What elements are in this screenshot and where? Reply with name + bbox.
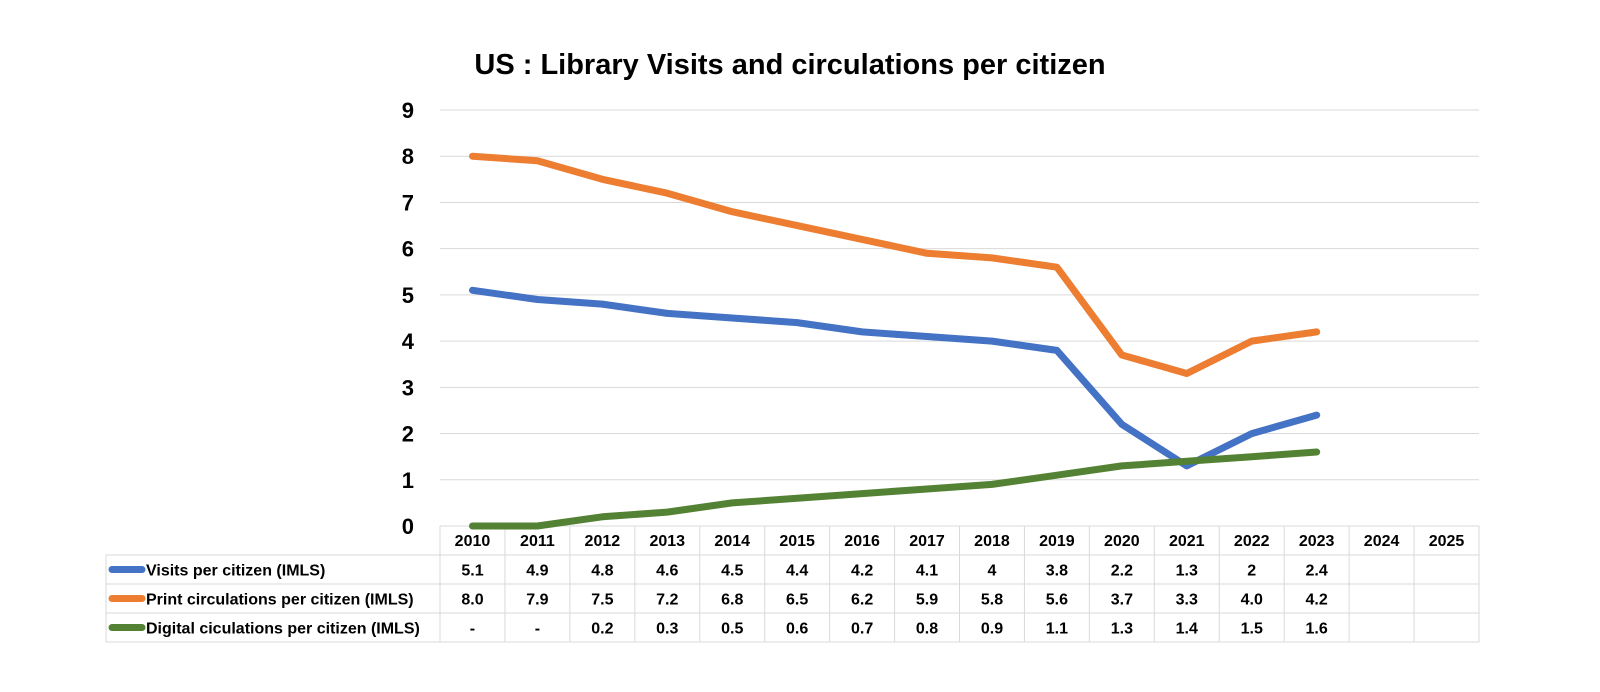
data-label: 2 xyxy=(1247,563,1256,580)
y-tick-label: 7 xyxy=(402,190,414,215)
data-label: 0.5 xyxy=(721,621,743,638)
x-tick-label: 2014 xyxy=(714,533,750,550)
x-tick-label: 2022 xyxy=(1234,533,1270,550)
y-tick-label: 6 xyxy=(402,237,414,262)
y-tick-label: 3 xyxy=(402,375,414,400)
y-tick-label: 2 xyxy=(402,422,414,447)
x-tick-label: 2023 xyxy=(1299,533,1335,550)
data-label: 0.9 xyxy=(981,621,1003,638)
data-label: 7.5 xyxy=(591,592,613,609)
series-line-1 xyxy=(469,286,1321,470)
data-label: 6.2 xyxy=(851,592,873,609)
x-tick-label: 2024 xyxy=(1364,533,1400,550)
legend-label: Visits per citizen (IMLS) xyxy=(146,563,325,580)
x-tick-label: 2021 xyxy=(1169,533,1205,550)
y-tick-label: 1 xyxy=(402,468,414,493)
chart-title: US : Library Visits and circulations per… xyxy=(474,49,1105,81)
data-label: 4.2 xyxy=(851,563,873,580)
legend-label: Digital ciculations per citizen (IMLS) xyxy=(146,621,420,638)
gridlines xyxy=(440,109,1479,527)
series-line-3 xyxy=(469,448,1321,530)
x-tick-label: 2013 xyxy=(649,533,685,550)
y-tick-label: 9 xyxy=(402,98,414,123)
data-label: 3.7 xyxy=(1111,592,1133,609)
data-label: 7.9 xyxy=(526,592,548,609)
data-label: - xyxy=(535,621,540,638)
data-label: 4.0 xyxy=(1241,592,1263,609)
data-label: 1.1 xyxy=(1046,621,1068,638)
data-label: 3.3 xyxy=(1176,592,1198,609)
y-axis-tick-labels: 0 1 2 3 4 5 6 7 8 9 xyxy=(402,98,415,539)
data-label: 0.2 xyxy=(591,621,613,638)
data-label: 5.1 xyxy=(461,563,483,580)
x-tick-label: 2017 xyxy=(909,533,945,550)
data-label: 0.7 xyxy=(851,621,873,638)
x-tick-label: 2019 xyxy=(1039,533,1075,550)
data-label: 4 xyxy=(988,563,997,580)
data-label: 0.3 xyxy=(656,621,678,638)
data-label: 7.2 xyxy=(656,592,678,609)
x-tick-label: 2012 xyxy=(585,533,621,550)
data-label: 4.2 xyxy=(1306,592,1328,609)
y-tick-label: 4 xyxy=(402,329,415,354)
x-tick-label: 2016 xyxy=(844,533,880,550)
data-label: 3.8 xyxy=(1046,563,1068,580)
data-label: 0.6 xyxy=(786,621,808,638)
data-label: - xyxy=(470,621,475,638)
x-tick-label: 2018 xyxy=(974,533,1010,550)
data-label: 6.8 xyxy=(721,592,743,609)
x-tick-label: 2025 xyxy=(1429,533,1465,550)
data-label: 1.3 xyxy=(1176,563,1198,580)
data-label: 4.5 xyxy=(721,563,743,580)
data-label: 5.9 xyxy=(916,592,938,609)
x-tick-label: 2010 xyxy=(455,533,491,550)
data-label: 4.1 xyxy=(916,563,938,580)
series-line-2 xyxy=(469,152,1321,377)
data-label: 1.4 xyxy=(1176,621,1198,638)
data-label: 4.4 xyxy=(786,563,808,580)
x-tick-label: 2011 xyxy=(520,533,555,550)
data-table: 2010 2011 2012 2013 2014 2015 2016 2017 2018 2019… xyxy=(105,525,1480,643)
data-label: 6.5 xyxy=(786,592,808,609)
data-label: 0.8 xyxy=(916,621,938,638)
data-label: 5.6 xyxy=(1046,592,1068,609)
series-lines xyxy=(469,152,1321,530)
x-tick-label: 2015 xyxy=(779,533,815,550)
data-label: 4.9 xyxy=(526,563,548,580)
data-label: 1.3 xyxy=(1111,621,1133,638)
data-label: 4.6 xyxy=(656,563,678,580)
data-label: 5.8 xyxy=(981,592,1003,609)
x-tick-label: 2020 xyxy=(1104,533,1140,550)
data-label: 1.5 xyxy=(1241,621,1263,638)
legend-label: Print circulations per citizen (IMLS) xyxy=(146,592,414,609)
data-label: 2.4 xyxy=(1306,563,1328,580)
y-tick-label: 0 xyxy=(402,514,414,539)
data-label: 8.0 xyxy=(461,592,483,609)
data-label: 4.8 xyxy=(591,563,613,580)
y-tick-label: 8 xyxy=(402,144,414,169)
data-label: 1.6 xyxy=(1306,621,1328,638)
data-label: 2.2 xyxy=(1111,563,1133,580)
y-tick-label: 5 xyxy=(402,283,414,308)
